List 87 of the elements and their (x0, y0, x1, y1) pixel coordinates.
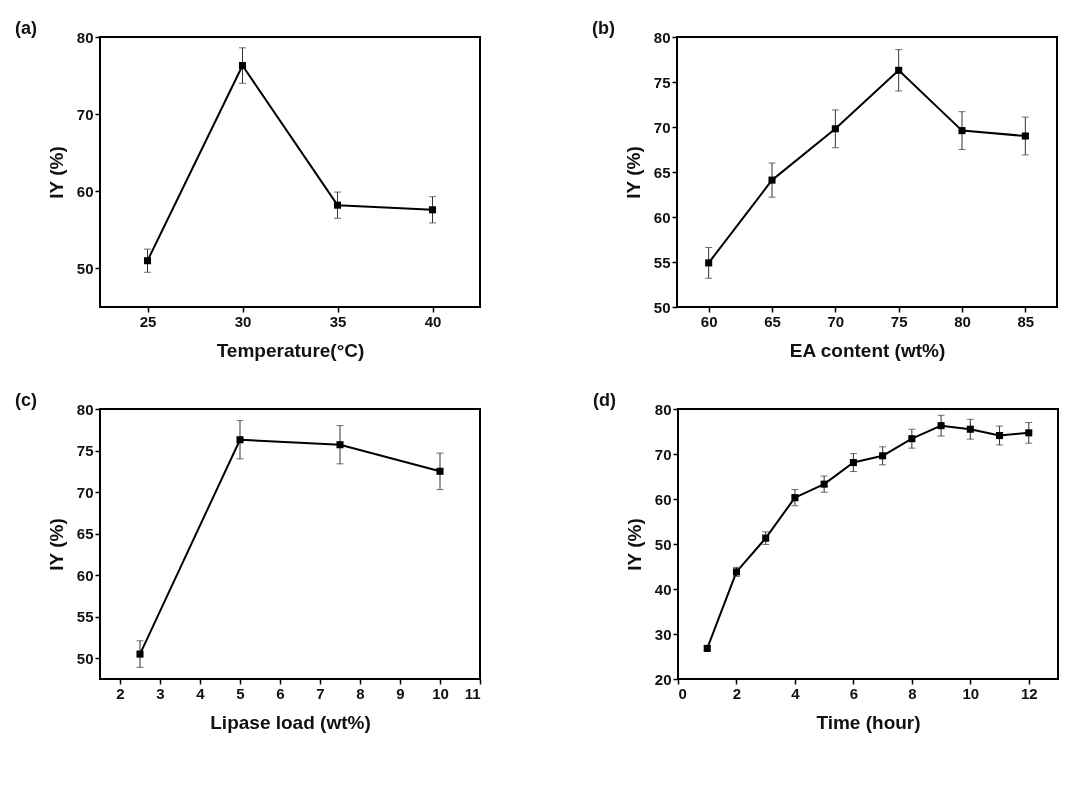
x-axis-title: Temperature(°C) (216, 339, 365, 361)
y-tick-label: 50 (76, 259, 94, 277)
y-tick-label: 65 (653, 163, 671, 181)
chart-title: (d) (593, 390, 616, 410)
x-tick-label: 70 (827, 312, 845, 330)
y-tick-label: 80 (76, 400, 94, 418)
y-tick-label: 55 (653, 253, 671, 271)
y-tick-label: 30 (654, 625, 672, 643)
chart-title: (c) (15, 390, 37, 410)
point (236, 436, 244, 444)
y-tick-label: 60 (654, 490, 672, 508)
point (908, 435, 916, 443)
y-tick-label: 60 (653, 208, 671, 226)
point (143, 257, 152, 265)
x-tick-label: 2 (116, 684, 125, 702)
point (768, 176, 776, 184)
point (428, 206, 437, 214)
point (879, 452, 887, 460)
x-tick-label: 60 (700, 312, 718, 330)
point (336, 441, 344, 449)
point (831, 125, 839, 133)
point (849, 459, 857, 467)
y-axis-title: IY (%) (45, 518, 67, 571)
x-tick-label: 3 (156, 684, 165, 702)
y-axis-title: IY (%) (45, 146, 67, 199)
x-axis-title: Lipase load (wt%) (210, 711, 371, 733)
y-axis-title: IY (%) (622, 146, 644, 199)
y-tick-label: 80 (76, 28, 94, 46)
point (996, 432, 1004, 440)
point (895, 66, 903, 74)
y-tick-label: 70 (654, 445, 672, 463)
x-tick-label: 9 (396, 684, 405, 702)
x-tick-label: 25 (139, 312, 157, 330)
x-axis-title: EA content (wt%) (789, 339, 946, 361)
x-axis-title: Time (hour) (816, 711, 921, 733)
point (958, 127, 966, 135)
x-tick-label: 11 (464, 684, 481, 702)
y-tick-label: 70 (76, 105, 94, 123)
point (238, 62, 247, 70)
point (436, 467, 444, 475)
x-tick-label: 12 (1020, 684, 1038, 702)
y-tick-label: 40 (654, 580, 672, 598)
y-tick-label: 80 (654, 400, 672, 418)
x-tick-label: 5 (236, 684, 245, 702)
y-tick-label: 65 (76, 525, 94, 543)
x-tick-label: 4 (791, 684, 801, 702)
y-tick-label: 70 (76, 483, 94, 501)
y-tick-label: 70 (653, 118, 671, 136)
y-tick-label: 75 (653, 73, 671, 91)
x-tick-label: 10 (962, 684, 980, 702)
point (136, 650, 144, 658)
y-tick-label: 60 (76, 182, 94, 200)
y-axis-title: IY (%) (623, 518, 645, 571)
y-tick-label: 60 (76, 566, 94, 584)
point (705, 259, 713, 267)
y-tick-label: 50 (653, 298, 671, 316)
point (1021, 132, 1029, 140)
x-tick-label: 35 (329, 312, 347, 330)
x-tick-label: 85 (1017, 312, 1035, 330)
x-tick-label: 0 (678, 684, 687, 702)
x-tick-label: 8 (908, 684, 917, 702)
x-tick-label: 65 (764, 312, 781, 330)
x-tick-label: 7 (316, 684, 325, 702)
x-tick-label: 8 (356, 684, 365, 702)
chart-title: (b) (592, 18, 615, 38)
point (820, 480, 828, 488)
y-tick-label: 80 (653, 28, 671, 46)
y-tick-label: 50 (76, 649, 94, 667)
point (333, 201, 342, 209)
y-tick-label: 50 (654, 535, 672, 553)
x-tick-label: 80 (954, 312, 971, 330)
chart-title: (a) (15, 18, 37, 38)
point (966, 425, 974, 433)
point (791, 494, 799, 502)
y-tick-label: 55 (76, 608, 94, 626)
x-tick-label: 6 (849, 684, 859, 702)
y-tick-label: 75 (76, 442, 94, 460)
x-tick-label: 75 (890, 312, 908, 330)
x-tick-label: 10 (432, 684, 449, 702)
x-tick-label: 6 (276, 684, 285, 702)
x-tick-label: 40 (424, 312, 442, 330)
point (1025, 429, 1033, 437)
y-tick-label: 20 (654, 670, 672, 688)
x-tick-label: 2 (732, 684, 742, 702)
point (937, 422, 945, 430)
x-tick-label: 30 (234, 312, 252, 330)
x-tick-label: 4 (196, 684, 206, 702)
